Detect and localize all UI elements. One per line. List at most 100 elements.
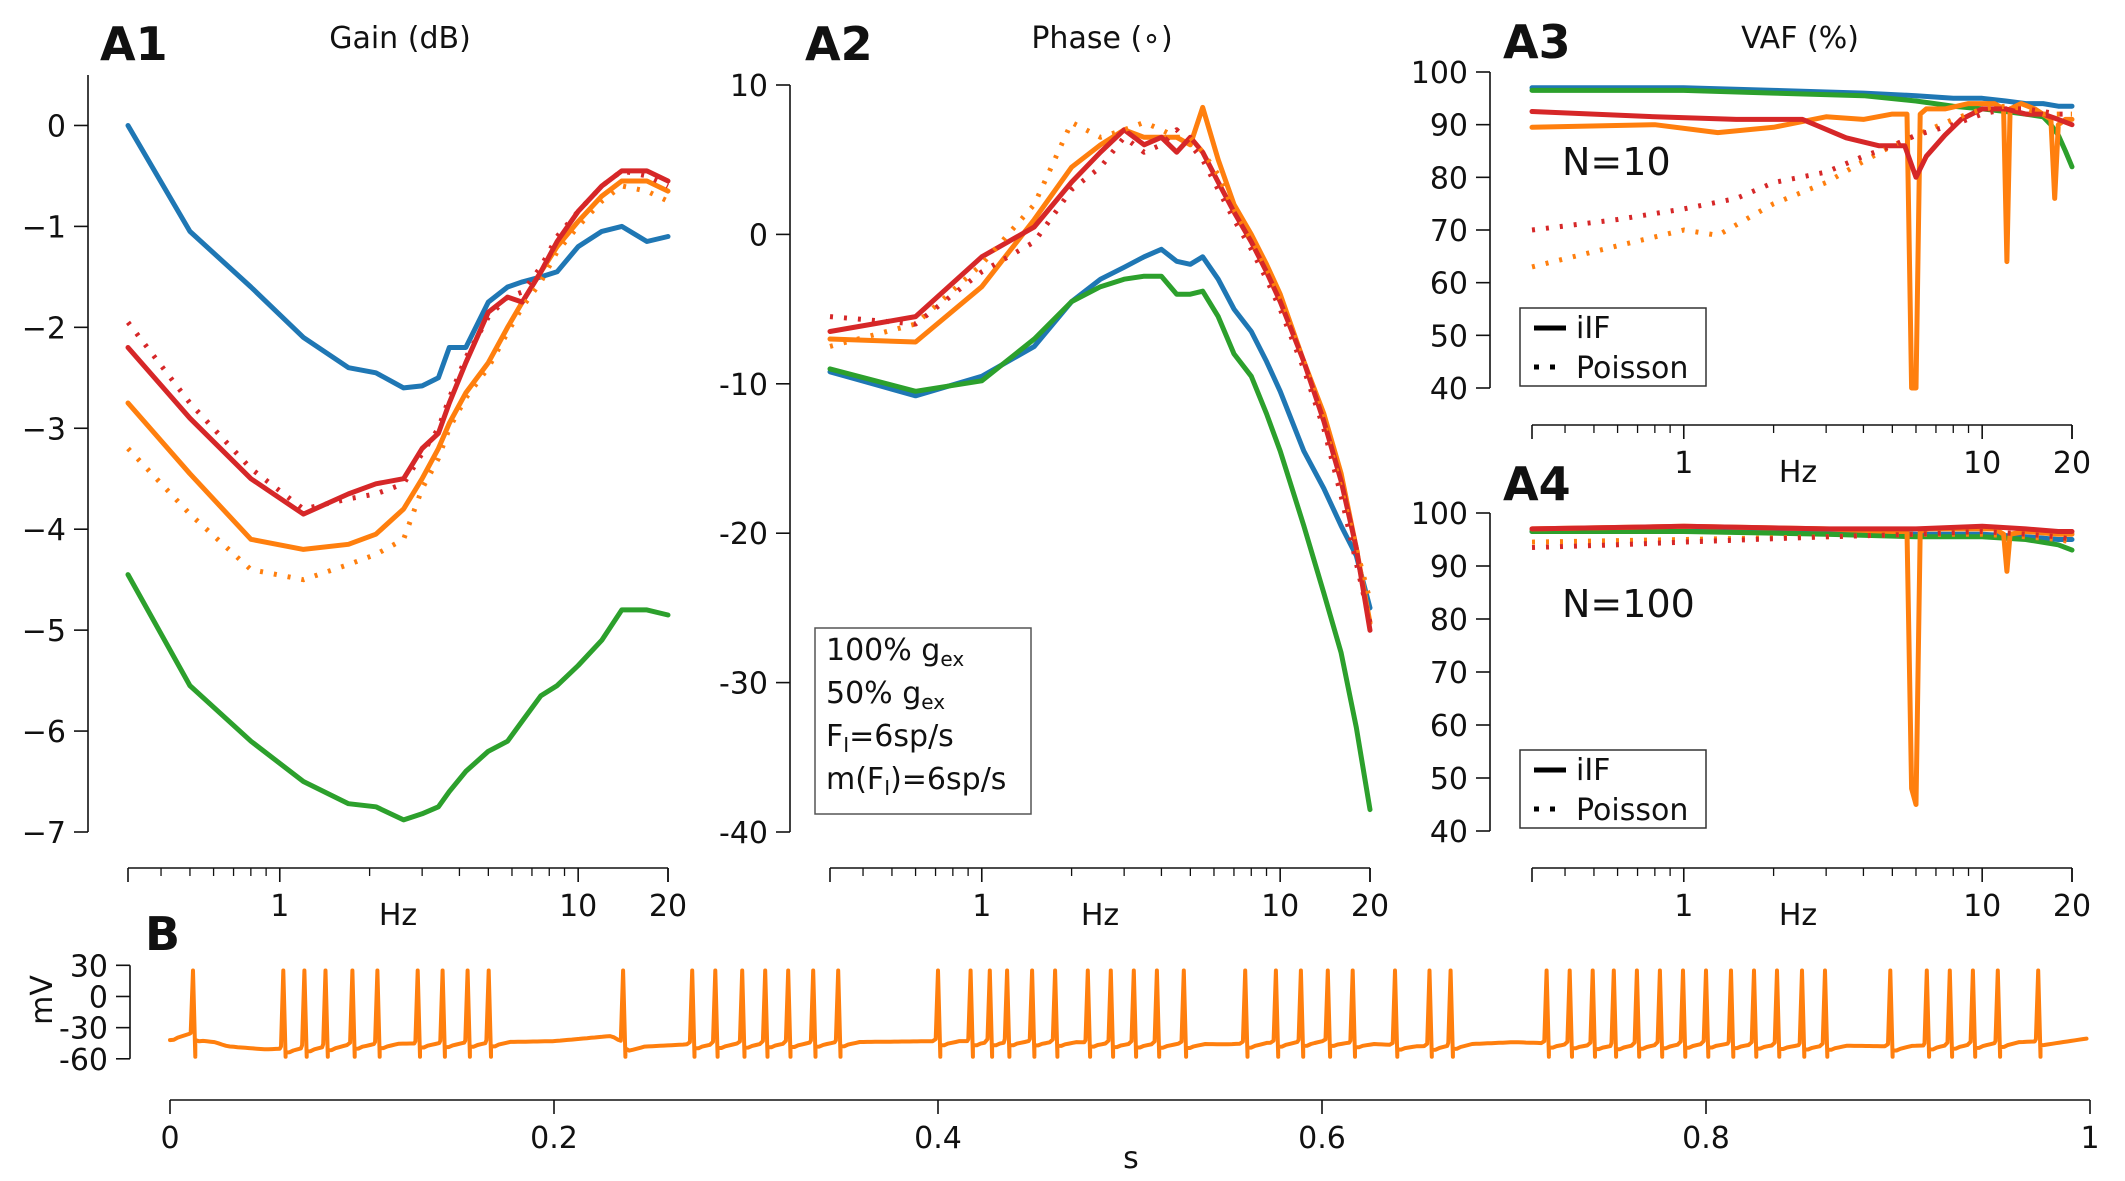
y-tick-label-a1: −5 [22,614,66,649]
legend-a2-item-100: 100% gex [826,633,964,671]
y-tick-label-a1: −1 [22,210,66,245]
y-tick-label-a2: -20 [719,517,768,552]
series-line-a1-3 [125,168,671,517]
panel-letter-a4: A4 [1503,457,1571,511]
y-tick-label-a1: −3 [22,412,66,447]
y-tick-label-a3: 40 [1430,372,1468,407]
x-tick-label-b: 0.4 [914,1121,962,1156]
series-line-a2-3 [827,127,1373,633]
y-tick-label-a3: 100 [1411,56,1468,91]
series-line-a3-3 [1529,106,2075,180]
y-tick-label-a1: −4 [22,513,66,548]
panel-letter-a3: A3 [1503,15,1571,69]
y-tick-label-b: 0 [89,980,108,1015]
legend-a2-box [814,627,1032,815]
series-line-a2-4 [829,119,1373,602]
chart-b: 300-30-600 0.2 0.4 0.6 0.8 1 [59,949,2100,1156]
y-tick-label-a1: −6 [22,715,66,750]
x-tick-label-a4: 20 [2053,889,2091,924]
legend-a2-item-fi-tail: =6sp/s [849,719,954,754]
y-tick-label-a4: 70 [1430,656,1468,691]
x-tick-label-b: 0 [160,1121,179,1156]
x-tick-label-a3: 10 [1963,446,2001,481]
legend-a4-iif: iIF [1576,753,1610,788]
x-tick-label-a2: 10 [1261,889,1299,924]
legend-a2-item-50: 50% gex [826,676,945,714]
annotation-n100: N=100 [1562,582,1695,626]
y-tick-label-b: -30 [59,1012,108,1047]
annotation-n10: N=10 [1562,140,1671,184]
legend-a2-item-50-main: 50% g [826,676,921,711]
y-tick-label-a2: 10 [730,69,768,104]
panel-title-a3: VAF (%) [1741,21,1859,56]
x-axis-label-a2: Hz [1081,898,1119,933]
legend-a2-item-50-sub: ex [921,690,945,714]
series-line-a2-2 [827,104,1373,626]
panel-a2-phase: A2 Phase (∘) Hz 10 0 -10 -20 -30 -40 1 10 20 100… [719,17,1389,933]
legend-a3-box [1519,307,1707,387]
series-line-a1-5 [126,168,670,512]
series-line-a3-0 [1529,85,2075,109]
x-axis-label-b: s [1123,1141,1139,1176]
x-axis-label-a1: Hz [379,898,417,933]
legend-a4-poisson: Poisson [1576,793,1688,828]
legend-a3: iIF Poisson [1519,307,1707,387]
x-tick-label-a3: 20 [2053,446,2091,481]
y-tick-label-b: 30 [70,949,108,984]
legend-a2-item-mfi: m(FI)=6sp/s [826,762,1006,800]
series-line-a4-3 [1529,523,2075,534]
legend-a4-box [1519,749,1707,829]
panel-letter-a2: A2 [805,17,873,71]
series-line-a1-0 [125,123,671,391]
chart-a1: 0 −1 −2 −3 −4 −5 −6 −7 1 10 20 [22,75,687,924]
x-tick-label-a4: 1 [1674,889,1693,924]
panel-letter-b: B [145,907,180,961]
x-tick-label-a1: 10 [559,889,597,924]
y-tick-label-a4: 50 [1430,762,1468,797]
legend-a4: iIF Poisson [1519,749,1707,829]
legend-a2-item-mfi-tail: )=6sp/s [890,762,1006,797]
legend-a3-iif: iIF [1576,311,1610,346]
legend-a2-item-mfi-main: m(F [826,762,884,797]
series-line-a1-2 [125,178,671,552]
x-tick-label-a1: 20 [649,889,687,924]
x-tick-label-b: 1 [2080,1121,2099,1156]
series-line-a2-5 [829,127,1373,624]
y-tick-label-a4: 80 [1430,603,1468,638]
x-axis-label-a4: Hz [1779,898,1817,933]
series-line-b-0 [168,968,2089,1059]
y-tick-label-a3: 50 [1430,319,1468,354]
x-tick-label-a2: 20 [1351,889,1389,924]
y-tick-label-a2: -40 [719,816,768,851]
series-line-a4-1 [1529,529,2075,553]
series-line-a3-4 [1531,103,2072,270]
panel-title-a1: Gain (dB) [329,21,471,56]
y-tick-label-a3: 90 [1430,109,1468,144]
series-line-a1-1 [125,572,671,823]
panel-title-a2: Phase (∘) [1031,21,1172,56]
y-tick-label-a3: 60 [1430,267,1468,302]
legend-a2-item-mfi-sub: I [884,776,890,800]
panel-letter-a1: A1 [100,17,168,71]
series-line-a2-0 [827,246,1373,611]
chart-a2: 10 0 -10 -20 -30 -40 1 10 20 [719,69,1389,924]
y-axis-label-b: mV [25,975,60,1025]
panel-a4-vaf: A4 Hz N=100 100 90 80 70 60 50 40 1 10 20 iIF Poi… [1411,457,2091,933]
y-tick-label-a1: 0 [47,109,66,144]
y-tick-label-a2: 0 [749,218,768,253]
chart-a3: 100 90 80 70 60 50 40 1 10 20 [1411,56,2091,481]
y-tick-label-a4: 60 [1430,709,1468,744]
x-tick-label-b: 0.8 [1682,1121,1730,1156]
legend-a3-poisson: Poisson [1576,351,1688,386]
panel-a1-gain: A1 Gain (dB) Hz 0 −1 −2 −3 −4 −5 −6 −7 1 10 20 [22,17,687,933]
y-tick-label-a4: 40 [1430,815,1468,850]
legend-a2-item-fi-main: F [826,719,843,754]
y-tick-label-a4: 90 [1430,550,1468,585]
legend-a2-item-100-main: 100% g [826,633,940,668]
y-tick-label-a2: -10 [719,368,768,403]
series-line-a3-5 [1531,106,2072,233]
legend-a2-item-fi-sub: I [843,733,849,757]
legend-a2-item-fi: FI=6sp/s [826,719,954,757]
